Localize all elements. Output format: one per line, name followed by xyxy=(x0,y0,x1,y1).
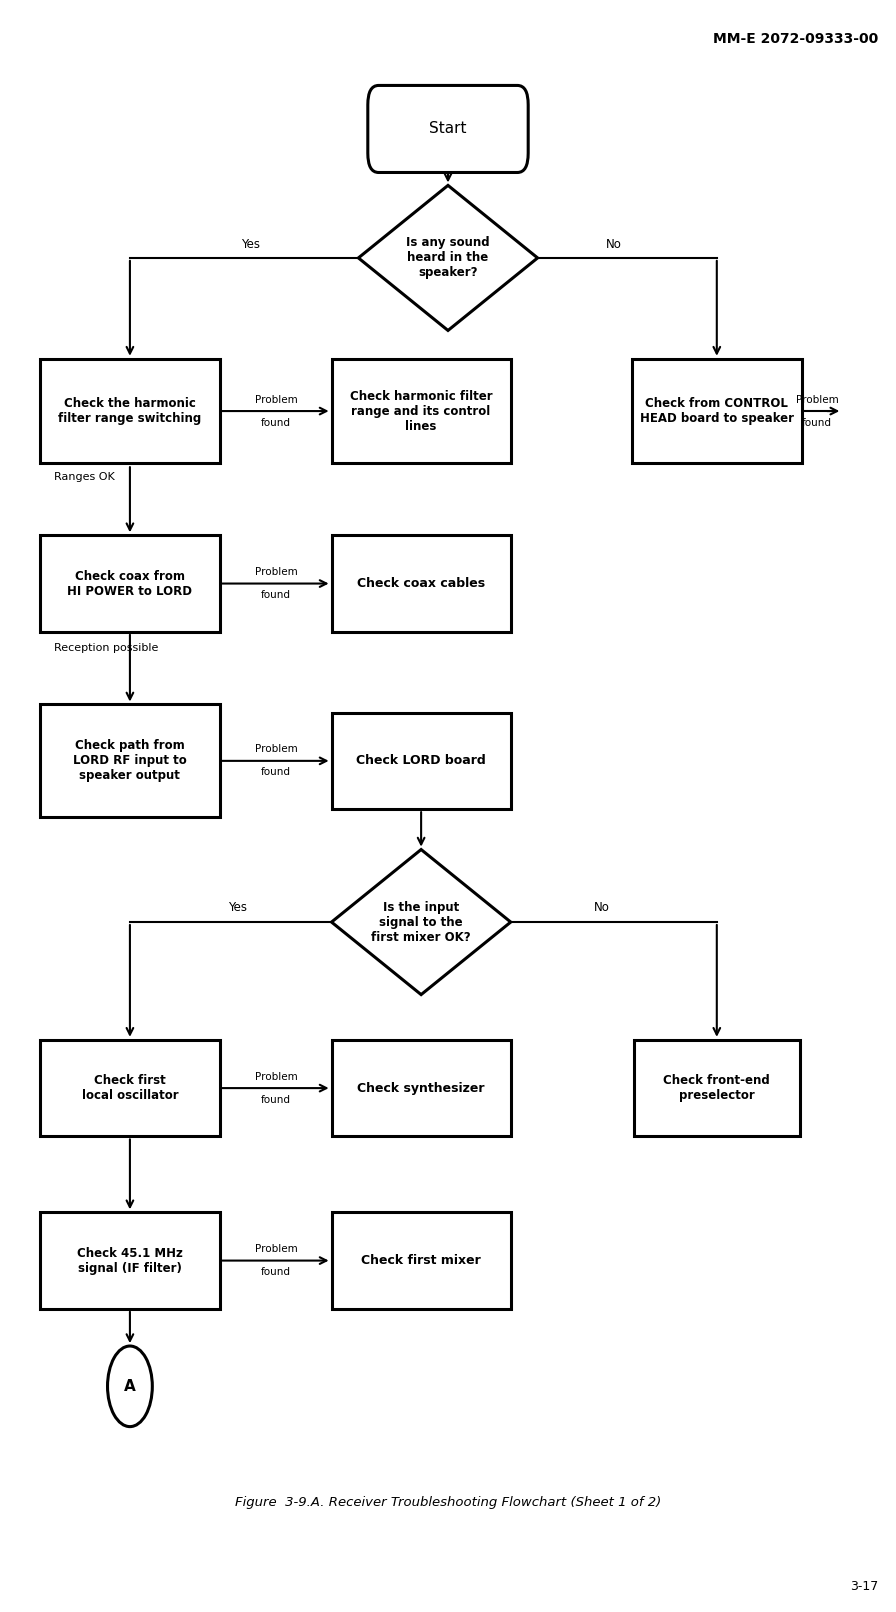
Text: found: found xyxy=(261,767,291,777)
FancyBboxPatch shape xyxy=(332,358,511,464)
FancyBboxPatch shape xyxy=(40,535,220,632)
Text: Yes: Yes xyxy=(241,239,261,251)
Text: Is the input
signal to the
first mixer OK?: Is the input signal to the first mixer O… xyxy=(371,901,471,943)
Text: Problem: Problem xyxy=(796,395,839,405)
Text: found: found xyxy=(261,590,291,600)
FancyBboxPatch shape xyxy=(40,1040,220,1136)
Text: Check 45.1 MHz
signal (IF filter): Check 45.1 MHz signal (IF filter) xyxy=(77,1246,183,1275)
FancyBboxPatch shape xyxy=(332,535,511,632)
Polygon shape xyxy=(332,850,511,995)
Text: No: No xyxy=(594,901,610,914)
Text: Is any sound
heard in the
speaker?: Is any sound heard in the speaker? xyxy=(406,237,490,279)
FancyBboxPatch shape xyxy=(332,713,511,809)
Text: found: found xyxy=(261,418,291,427)
Text: Problem: Problem xyxy=(254,567,297,577)
Text: Problem: Problem xyxy=(254,1244,297,1254)
Text: Check first mixer: Check first mixer xyxy=(361,1254,481,1267)
Text: Check from CONTROL
HEAD board to speaker: Check from CONTROL HEAD board to speaker xyxy=(640,397,794,426)
Text: Check synthesizer: Check synthesizer xyxy=(358,1082,485,1095)
Text: Check path from
LORD RF input to
speaker output: Check path from LORD RF input to speaker… xyxy=(73,740,186,782)
FancyBboxPatch shape xyxy=(40,704,220,817)
Text: Problem: Problem xyxy=(254,395,297,405)
Text: found: found xyxy=(261,1267,291,1277)
Circle shape xyxy=(108,1346,152,1427)
Text: Check the harmonic
filter range switching: Check the harmonic filter range switchin… xyxy=(58,397,202,426)
Text: Reception possible: Reception possible xyxy=(54,643,158,653)
Text: 3-17: 3-17 xyxy=(849,1580,878,1593)
Text: Problem: Problem xyxy=(254,1072,297,1082)
Text: Check LORD board: Check LORD board xyxy=(357,754,486,767)
FancyBboxPatch shape xyxy=(40,358,220,464)
Text: MM-E 2072-09333-00: MM-E 2072-09333-00 xyxy=(713,32,878,47)
FancyBboxPatch shape xyxy=(332,1212,511,1309)
Text: Problem: Problem xyxy=(254,745,297,754)
Text: Check first
local oscillator: Check first local oscillator xyxy=(82,1074,178,1103)
Text: Yes: Yes xyxy=(228,901,247,914)
FancyBboxPatch shape xyxy=(368,85,529,172)
FancyBboxPatch shape xyxy=(40,1212,220,1309)
Text: found: found xyxy=(802,418,832,427)
FancyBboxPatch shape xyxy=(634,1040,800,1136)
Text: Start: Start xyxy=(429,121,467,137)
Polygon shape xyxy=(358,185,538,330)
Text: found: found xyxy=(261,1095,291,1104)
FancyBboxPatch shape xyxy=(632,358,802,464)
Text: Check harmonic filter
range and its control
lines: Check harmonic filter range and its cont… xyxy=(349,390,493,432)
Text: No: No xyxy=(606,239,622,251)
Text: Check front-end
preselector: Check front-end preselector xyxy=(663,1074,771,1103)
Text: Check coax cables: Check coax cables xyxy=(358,577,485,590)
Text: Check coax from
HI POWER to LORD: Check coax from HI POWER to LORD xyxy=(67,569,193,598)
FancyBboxPatch shape xyxy=(332,1040,511,1136)
Text: Figure  3-9.A. Receiver Troubleshooting Flowchart (Sheet 1 of 2): Figure 3-9.A. Receiver Troubleshooting F… xyxy=(235,1496,661,1509)
Text: A: A xyxy=(124,1378,136,1394)
Text: Ranges OK: Ranges OK xyxy=(54,472,115,482)
